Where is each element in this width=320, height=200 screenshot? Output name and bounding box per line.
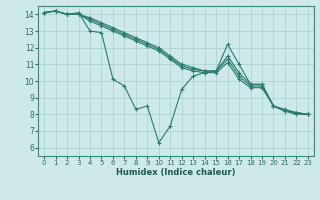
X-axis label: Humidex (Indice chaleur): Humidex (Indice chaleur) [116,168,236,177]
